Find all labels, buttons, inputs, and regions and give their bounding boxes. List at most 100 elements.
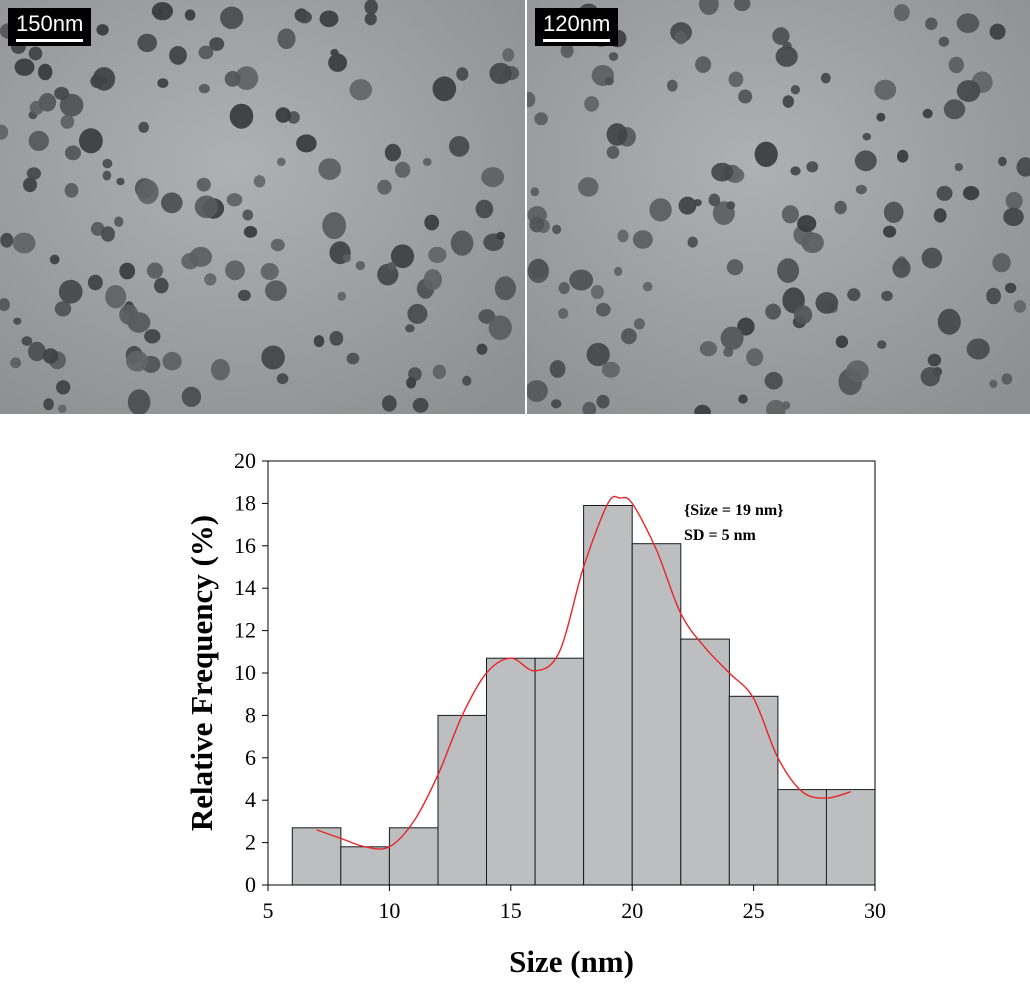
tem-right-particle	[596, 394, 610, 409]
tem-left-particle	[210, 358, 230, 381]
y-axis-label: Relative Frequency (%)	[184, 515, 219, 831]
tem-right-particle	[877, 340, 887, 349]
tem-left-particle	[270, 238, 285, 252]
tem-right-particle	[966, 338, 990, 360]
tem-right-particle	[1016, 157, 1030, 177]
tem-right-particle	[989, 379, 998, 388]
tem-right-particle	[845, 360, 869, 383]
size-distribution-histogram: 0 2 4 6 8 10 12 14 16 18 20 5 10 15 20 25 30 Size (nm) Rel…	[184, 448, 886, 979]
scale-bar-left: 150nm	[8, 8, 92, 46]
tem-left-particle	[277, 157, 286, 167]
tem-left-particle	[54, 301, 72, 317]
tem-left-particle	[225, 260, 245, 281]
tem-right-particle	[893, 4, 910, 22]
tem-left-particle	[224, 71, 241, 87]
tem-left-particle	[364, 0, 378, 15]
tem-right-particle	[695, 56, 712, 73]
histogram-bar-4	[486, 657, 536, 886]
tem-right-particle	[606, 145, 620, 159]
tem-left-particle	[322, 212, 347, 240]
histogram-bar-7	[631, 543, 682, 886]
x-tick-label: 10	[378, 898, 400, 923]
tem-right-particle	[596, 302, 611, 317]
tem-right-particle	[881, 290, 893, 302]
tem-right-particle	[954, 163, 963, 172]
scale-bar-line-right	[543, 39, 611, 42]
y-tick-label: 12	[234, 618, 256, 643]
tem-right-particle	[584, 96, 599, 112]
tem-left-particle	[21, 336, 33, 346]
tem-left-background	[0, 0, 525, 414]
scale-bar-label-left: 150nm	[16, 11, 84, 36]
tem-left-particle	[456, 67, 469, 81]
tem-right-particle	[806, 161, 819, 173]
tem-left-particle	[318, 158, 342, 181]
tem-right-particle	[862, 132, 872, 141]
tem-right-particle	[608, 52, 619, 61]
tem-right-particle	[728, 71, 744, 88]
tem-left-particle	[119, 304, 139, 325]
tem-right-particle	[711, 162, 733, 182]
tem-left-particle	[38, 93, 57, 112]
tem-left-particle	[424, 214, 440, 231]
tem-left-particle	[189, 246, 213, 267]
tem-left-particle	[390, 244, 415, 269]
y-tick-label: 0	[245, 872, 256, 897]
tem-right-particle	[781, 401, 791, 410]
tem-left-particle	[349, 79, 373, 101]
histogram-bar-11	[825, 789, 876, 886]
tem-right-particle	[897, 149, 909, 163]
tem-left-particle	[496, 231, 506, 240]
tem-left-particle	[346, 352, 360, 365]
tem-left-particle	[54, 86, 70, 100]
tem-right-particle	[733, 0, 751, 12]
tem-left-particle	[296, 134, 317, 153]
tem-left-particle	[90, 74, 104, 89]
tem-right-particle	[874, 79, 897, 101]
tem-left-particle	[58, 279, 83, 304]
tem-left-particle	[277, 28, 296, 49]
x-axis-label: Size (nm)	[509, 944, 634, 979]
tem-left-particle	[242, 209, 254, 221]
tem-right-particle	[1001, 373, 1013, 385]
tem-right-particle	[989, 23, 1006, 40]
tem-right-particle	[667, 79, 678, 92]
tem-left-particle	[253, 175, 266, 188]
tem-right-particle	[834, 200, 847, 215]
tem-right-particle	[720, 326, 744, 350]
tem-left-particle	[87, 274, 103, 291]
tem-left-particle	[381, 395, 397, 412]
tem-right-particle	[793, 305, 813, 325]
tem-right-particle	[529, 216, 545, 233]
tem-left-particle	[377, 179, 392, 195]
tem-left-particle	[126, 350, 149, 372]
tem-right-particle	[649, 198, 672, 222]
tem-left-particle	[342, 254, 351, 263]
tem-right-particle	[693, 199, 702, 207]
tem-left-particle	[65, 145, 81, 161]
tem-left-particle	[329, 331, 344, 346]
histogram-bar-3	[437, 714, 488, 886]
tem-left-particle	[209, 37, 225, 51]
tem-left-particle	[432, 76, 457, 102]
tem-left-particle	[26, 167, 41, 180]
y-tick-label: 8	[245, 702, 256, 727]
tem-right-particle	[633, 318, 645, 330]
tem-left-particle	[13, 317, 22, 325]
y-tick-label: 2	[245, 830, 256, 855]
tem-left-particle	[154, 277, 169, 294]
tem-left-particle	[494, 276, 516, 301]
tem-right-particle	[956, 80, 981, 102]
tem-left-particle	[502, 48, 515, 62]
tem-left-particle	[137, 33, 157, 53]
tem-right-particle	[621, 328, 637, 345]
tem-right-particle	[847, 288, 861, 301]
tem-left-particle	[28, 46, 43, 61]
tem-right-particle	[708, 193, 721, 207]
tem-left-particle	[154, 8, 164, 18]
histogram-bar-8	[680, 638, 730, 886]
tem-right-particle	[922, 108, 933, 119]
tem-right-particle	[525, 380, 548, 402]
tem-left-particle	[23, 177, 37, 193]
tem-right-particle	[933, 208, 947, 223]
